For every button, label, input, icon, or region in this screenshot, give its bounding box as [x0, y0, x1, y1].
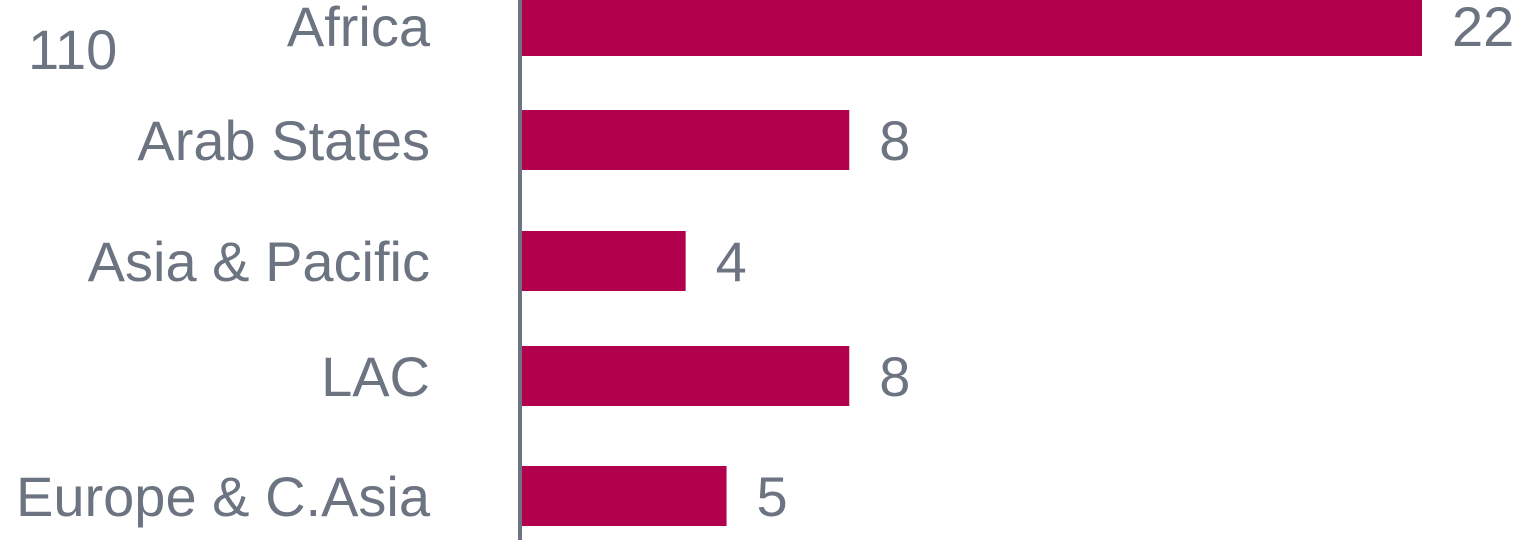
category-label: LAC	[321, 345, 430, 408]
data-label: 5	[757, 465, 788, 528]
data-label: 8	[879, 109, 910, 172]
bar	[522, 110, 850, 170]
category-label: Arab States	[137, 109, 430, 172]
data-label: 8	[879, 345, 910, 408]
data-label: 4	[716, 230, 747, 293]
data-label: 22	[1452, 0, 1514, 58]
total-count: 110	[28, 18, 118, 81]
bar	[522, 466, 727, 526]
bar	[522, 231, 686, 291]
category-label: Asia & Pacific	[88, 230, 430, 293]
bar	[522, 0, 1422, 56]
bar	[522, 346, 850, 406]
category-label: Europe & C.Asia	[16, 465, 431, 528]
category-label: Africa	[287, 0, 431, 58]
